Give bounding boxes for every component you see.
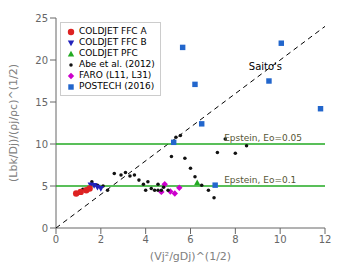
svg-text:Saito's: Saito's bbox=[249, 61, 282, 72]
html-text:POSTECH (2016): POSTECH (2016) bbox=[79, 81, 155, 91]
svg-text:15: 15 bbox=[35, 97, 48, 108]
svg-text:12: 12 bbox=[319, 234, 332, 245]
svg-text:Epstein, Eo=0.1: Epstein, Eo=0.1 bbox=[224, 175, 296, 185]
svg-text:5: 5 bbox=[42, 181, 48, 192]
html-text:COLDJET PFC: COLDJET PFC bbox=[79, 48, 138, 58]
svg-text:20: 20 bbox=[35, 55, 48, 66]
html-text:FARO (L11, L31): FARO (L11, L31) bbox=[79, 70, 152, 80]
svg-text:0: 0 bbox=[42, 223, 48, 234]
svg-text:(Lbk/Dj)/(ρj/ρc)^(1/2): (Lbk/Dj)/(ρj/ρc)^(1/2) bbox=[8, 64, 20, 182]
svg-text:(Vj²/gDj)^(1/2): (Vj²/gDj)^(1/2) bbox=[150, 250, 231, 263]
html-text:COLDJET FFC A: COLDJET FFC A bbox=[79, 26, 147, 36]
svg-text:6: 6 bbox=[187, 234, 193, 245]
svg-text:10: 10 bbox=[274, 234, 287, 245]
svg-text:10: 10 bbox=[35, 139, 48, 150]
svg-text:8: 8 bbox=[232, 234, 238, 245]
html-text:Abe et al. (2012): Abe et al. (2012) bbox=[79, 59, 155, 69]
svg-text:2: 2 bbox=[98, 234, 104, 245]
html-text:COLDJET FFC B: COLDJET FFC B bbox=[79, 37, 147, 47]
svg-text:0: 0 bbox=[53, 234, 59, 245]
svg-text:25: 25 bbox=[35, 13, 48, 24]
svg-text:Epstein, Eo=0.05: Epstein, Eo=0.05 bbox=[224, 133, 302, 143]
svg-text:4: 4 bbox=[142, 234, 148, 245]
